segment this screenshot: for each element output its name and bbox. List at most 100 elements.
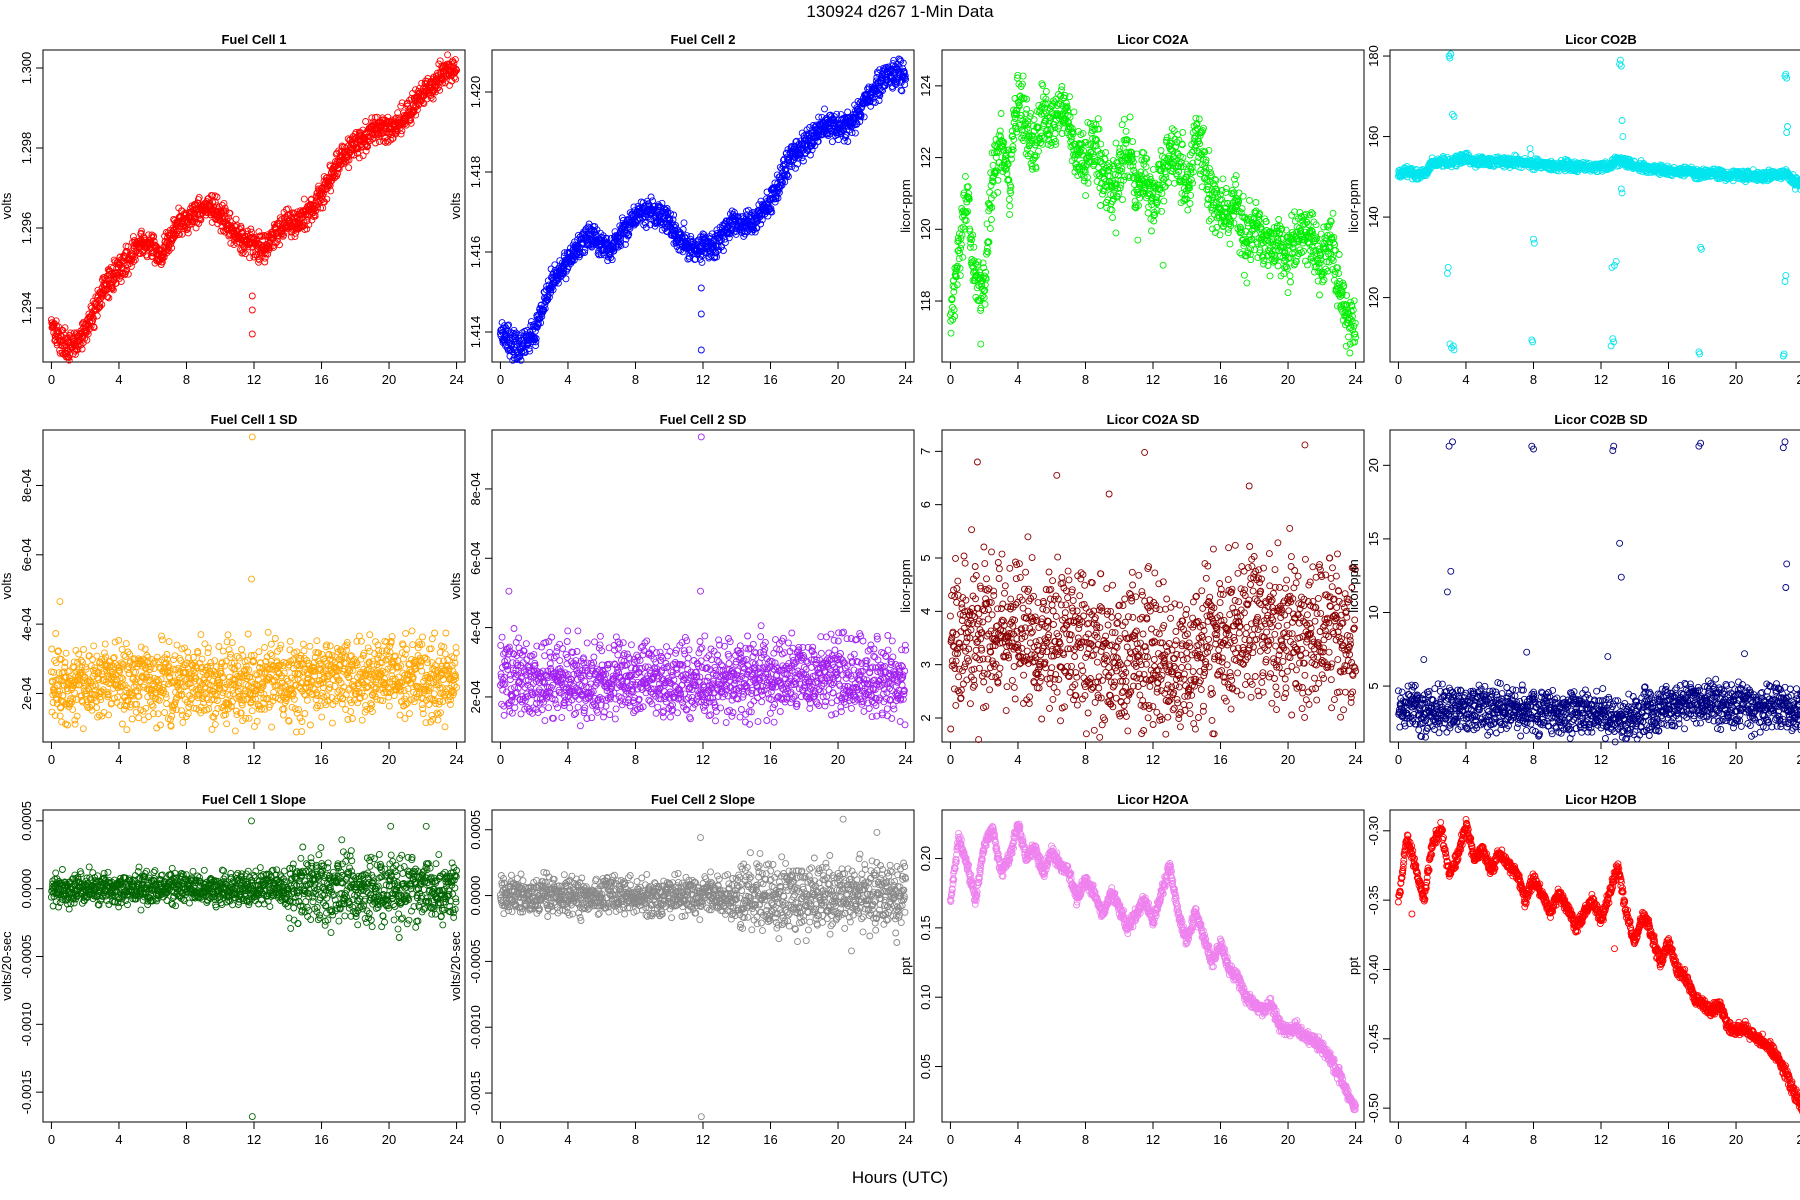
x-tick-label: 20 <box>831 372 845 387</box>
panel-title: Licor CO2A <box>1117 32 1189 47</box>
data-point <box>647 193 655 201</box>
data-point <box>64 353 72 361</box>
outlier-point <box>248 330 256 338</box>
data-point <box>1102 149 1110 156</box>
data-point <box>1240 271 1248 279</box>
data-point <box>323 195 331 203</box>
data-point <box>1006 211 1014 219</box>
panel-title: Licor CO2B <box>1565 32 1637 47</box>
x-tick-label: 16 <box>1661 372 1675 387</box>
data-point <box>89 314 97 322</box>
data-point <box>1148 227 1155 235</box>
data-point <box>303 225 311 233</box>
data-point <box>1329 209 1337 217</box>
data-point <box>65 354 73 361</box>
data-point <box>1120 115 1128 123</box>
y-tick-label: 140 <box>1366 206 1381 228</box>
data-point <box>300 195 308 203</box>
data-point <box>961 172 969 180</box>
data-point <box>270 220 278 228</box>
data-point <box>220 199 228 207</box>
data-point <box>131 256 139 264</box>
data-point <box>130 258 138 266</box>
data-point <box>345 164 353 172</box>
data-point <box>237 224 245 232</box>
data-point <box>230 241 238 249</box>
data-point <box>1122 127 1130 135</box>
y-tick-label: 1.416 <box>468 236 483 269</box>
data-point <box>1008 155 1015 163</box>
data-point <box>1345 333 1352 341</box>
data-point <box>261 258 269 266</box>
data-point <box>123 247 131 255</box>
data-point <box>1189 179 1197 187</box>
y-tick-label: 180 <box>1366 45 1381 67</box>
y-tick-label: 122 <box>918 147 933 169</box>
data-point <box>225 214 232 222</box>
data-point <box>562 275 570 283</box>
x-tick-label: 0 <box>497 372 504 387</box>
data-point <box>314 203 321 211</box>
x-tick-label: 20 <box>1729 372 1743 387</box>
data-point <box>1243 279 1251 287</box>
data-point <box>1205 164 1213 172</box>
data-point <box>319 190 327 198</box>
data-point <box>1082 192 1090 200</box>
data-point <box>1010 119 1018 126</box>
x-tick-label: 16 <box>314 372 328 387</box>
outlier-point <box>248 292 256 300</box>
y-tick-label: 1.298 <box>19 132 34 165</box>
x-tick-label: 4 <box>1462 372 1469 387</box>
x-tick-label: 12 <box>1594 372 1608 387</box>
x-tick-label: 8 <box>1082 372 1089 387</box>
data-point <box>1119 196 1126 204</box>
y-tick-label: 1.418 <box>468 156 483 189</box>
data-point <box>284 205 292 213</box>
data-point <box>109 285 116 293</box>
x-tick-label: 16 <box>763 372 777 387</box>
data-point <box>280 231 288 239</box>
data-point <box>270 243 278 251</box>
outlier-point <box>697 310 705 318</box>
data-point <box>1343 291 1351 299</box>
data-point <box>272 239 280 247</box>
data-point <box>77 341 85 349</box>
data-point <box>996 127 1004 135</box>
data-point <box>195 194 203 201</box>
x-tick-label: 24 <box>898 372 912 387</box>
data-point <box>241 250 249 258</box>
data-point <box>1039 140 1046 148</box>
plot-frame <box>941 49 1365 363</box>
overall-title: 130924 d267 1-Min Data <box>806 2 994 21</box>
y-tick-label: 120 <box>918 218 933 240</box>
data-point <box>1035 147 1043 155</box>
data-point <box>1286 272 1294 280</box>
outlier-point <box>1134 236 1142 244</box>
data-point <box>1335 251 1343 258</box>
y-tick-label: 124 <box>918 75 933 97</box>
data-point <box>1287 278 1294 286</box>
panel-3: Licor CO2Blicor-ppm048121620241201401601… <box>1346 32 1800 387</box>
outlier-point <box>1159 261 1167 269</box>
data-point <box>114 263 122 271</box>
data-point <box>247 225 255 233</box>
data-point <box>105 294 113 302</box>
data-point <box>1317 230 1325 238</box>
data-point <box>83 336 91 344</box>
data-point <box>1186 200 1194 207</box>
data-point <box>317 204 325 212</box>
data-point <box>192 224 200 232</box>
y-tick-label: 1.294 <box>19 292 34 325</box>
data-point <box>1097 202 1104 209</box>
data-point <box>828 138 836 146</box>
y-tick-label: 1.296 <box>19 212 34 245</box>
data-point <box>246 254 254 262</box>
data-point <box>1165 179 1173 187</box>
data-point <box>96 299 104 307</box>
data-point <box>222 207 230 215</box>
data-point <box>1109 214 1117 222</box>
data-point <box>959 253 967 261</box>
